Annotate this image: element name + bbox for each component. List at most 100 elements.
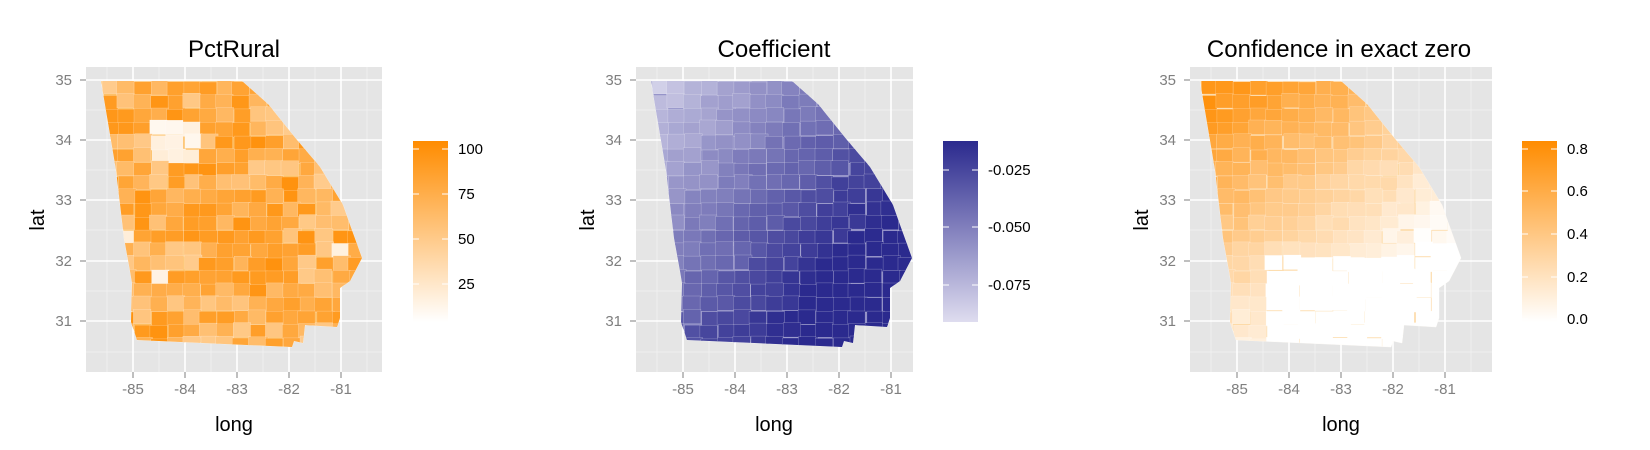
- county-cell: [165, 216, 184, 232]
- legend-label: -0.025: [988, 162, 1031, 179]
- county-cell: [865, 214, 884, 230]
- county-cell: [1215, 81, 1234, 96]
- county-cell: [1413, 297, 1432, 313]
- county-cell: [1297, 175, 1316, 191]
- county-cell: [265, 175, 284, 191]
- county-cell: [863, 268, 882, 284]
- county-cell: [1364, 120, 1383, 136]
- county-cell: [231, 174, 250, 190]
- county-cell: [750, 242, 769, 258]
- county-cell: [1281, 92, 1300, 108]
- county-cell: [1265, 311, 1284, 326]
- county-cell: [798, 160, 817, 176]
- county-cell: [783, 108, 802, 124]
- county-cell: [231, 295, 250, 311]
- county-cell: [1264, 216, 1283, 232]
- county-cell: [815, 175, 834, 191]
- county-cell: [668, 188, 687, 204]
- county-cell: [781, 95, 800, 111]
- county-cell: [313, 268, 332, 284]
- county-cell: [699, 173, 718, 189]
- county-cell: [1266, 295, 1285, 311]
- county-cell: [1413, 282, 1432, 298]
- y-tick-label: 34: [605, 132, 622, 149]
- county-cell: [1365, 282, 1384, 298]
- county-cell: [1330, 270, 1349, 286]
- county-cell: [1316, 230, 1335, 246]
- county-cell: [749, 270, 768, 286]
- county-cell: [733, 188, 752, 204]
- county-cell: [200, 188, 219, 204]
- county-cell: [1414, 214, 1433, 230]
- county-cell: [1363, 257, 1382, 273]
- county-cell: [166, 311, 185, 326]
- county-cell: [717, 295, 736, 311]
- county-cell: [282, 283, 301, 299]
- county-cell: [133, 283, 152, 299]
- county-cell: [167, 162, 186, 178]
- county-cell: [1216, 133, 1235, 149]
- x-tick-label: -85: [672, 381, 694, 398]
- county-cell: [864, 297, 883, 313]
- county-cell: [133, 81, 152, 97]
- county-cell: [816, 203, 835, 219]
- county-cell: [749, 108, 768, 124]
- county-cell: [232, 217, 251, 233]
- county-cell: [231, 95, 250, 111]
- county-cell: [1281, 283, 1300, 299]
- county-cell: [1232, 147, 1251, 163]
- county-cell: [314, 297, 333, 313]
- county-cell: [1250, 311, 1269, 327]
- county-cell: [1215, 93, 1234, 109]
- county-cell: [183, 203, 202, 219]
- y-tick-label: 32: [1159, 253, 1176, 270]
- county-cell: [765, 257, 784, 272]
- county-cell: [198, 216, 217, 232]
- county-cell: [781, 295, 800, 311]
- county-cell: [1232, 283, 1251, 299]
- county-cell: [1429, 215, 1448, 231]
- county-cell: [766, 148, 785, 164]
- county-cell: [1298, 108, 1317, 124]
- county-cell: [1233, 190, 1252, 206]
- county-cell: [133, 94, 152, 110]
- county-cell: [683, 283, 702, 299]
- county-cell: [266, 282, 284, 298]
- county-cell: [749, 322, 767, 338]
- y-axis: 31 32 33 34 35 lat: [27, 72, 86, 330]
- county-cell: [1299, 188, 1318, 204]
- y-tick-label: 33: [55, 192, 72, 209]
- county-cell: [182, 108, 201, 124]
- county-cell: [1364, 188, 1383, 204]
- legend-colorbar: 0.8 0.6 0.4 0.2 0.0: [1522, 141, 1588, 328]
- county-cell: [249, 174, 268, 190]
- county-cell: [683, 94, 702, 110]
- county-cell: [1396, 230, 1415, 246]
- y-tick-label: 35: [605, 72, 622, 89]
- county-cell: [1330, 295, 1349, 311]
- legend-label: -0.075: [988, 277, 1031, 294]
- county-cell: [151, 269, 170, 285]
- county-cell: [149, 242, 168, 258]
- county-cell: [118, 175, 137, 191]
- county-cell: [767, 230, 786, 246]
- county-cell: [281, 176, 299, 192]
- county-cell: [748, 216, 767, 232]
- county-cell: [748, 257, 767, 273]
- x-axis: -85 -84 -83 -82 -81 long: [672, 372, 902, 436]
- county-cell: [797, 257, 816, 273]
- y-axis-title: lat: [27, 209, 49, 231]
- county-cell: [266, 203, 285, 219]
- county-cell: [1282, 296, 1301, 312]
- county-cell: [216, 148, 235, 164]
- county-cell: [151, 81, 170, 96]
- county-cell: [1347, 202, 1366, 218]
- county-cell: [1396, 254, 1415, 270]
- x-axis: -85 -84 -83 -82 -81 long: [1226, 372, 1456, 436]
- county-cell: [117, 108, 136, 124]
- county-cell: [701, 283, 719, 299]
- x-axis-title: long: [755, 414, 793, 436]
- county-cell: [248, 230, 267, 246]
- y-tick-label: 35: [1159, 72, 1176, 89]
- x-tick-label: -82: [278, 381, 300, 398]
